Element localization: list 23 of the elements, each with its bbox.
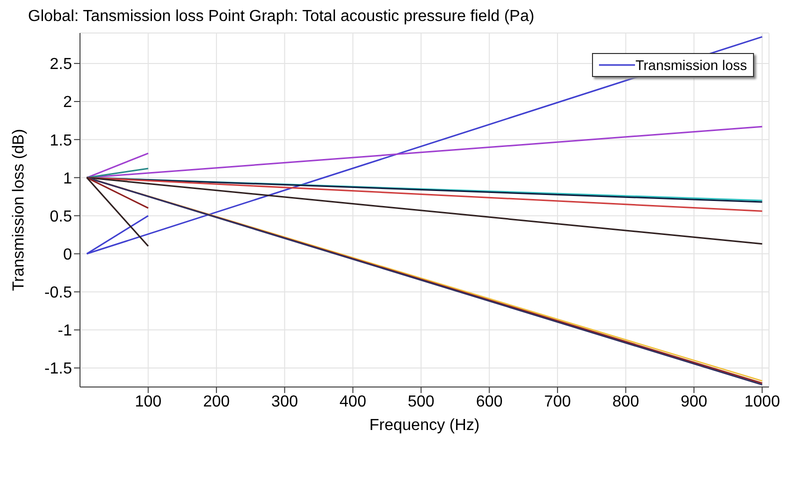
x-tick-label: 800 — [612, 393, 640, 410]
y-tick-label: 1.5 — [50, 132, 72, 150]
y-tick-label: 2.5 — [50, 56, 72, 74]
y-tick-label: -1 — [58, 322, 72, 340]
x-tick-label: 500 — [408, 393, 435, 410]
y-tick-label: 1 — [63, 170, 72, 188]
x-tick-label: 100 — [134, 393, 162, 410]
x-tick-label: 400 — [340, 393, 366, 410]
x-tick-label: 600 — [476, 393, 503, 410]
x-tick-label: 200 — [203, 393, 230, 410]
x-tick-label: 700 — [544, 393, 571, 410]
chart-title: Global: Tansmission loss Point Graph: Total acoustic pressure field (Pa) — [28, 8, 534, 26]
y-tick-label: 0 — [63, 246, 72, 264]
legend-label: Transmission loss — [635, 57, 747, 73]
x-tick-label: 1000 — [744, 393, 780, 410]
y-tick-label: 2 — [63, 94, 72, 112]
x-tick-label: 300 — [271, 393, 298, 410]
x-tick-label: 900 — [680, 393, 708, 410]
y-axis-title: Transmission loss (dB) — [10, 128, 28, 292]
x-axis-title: Frequency (Hz) — [369, 417, 480, 434]
y-tick-label: -1.5 — [44, 360, 72, 378]
y-tick-label: 0.5 — [50, 208, 72, 226]
y-tick-label: -0.5 — [44, 284, 72, 302]
